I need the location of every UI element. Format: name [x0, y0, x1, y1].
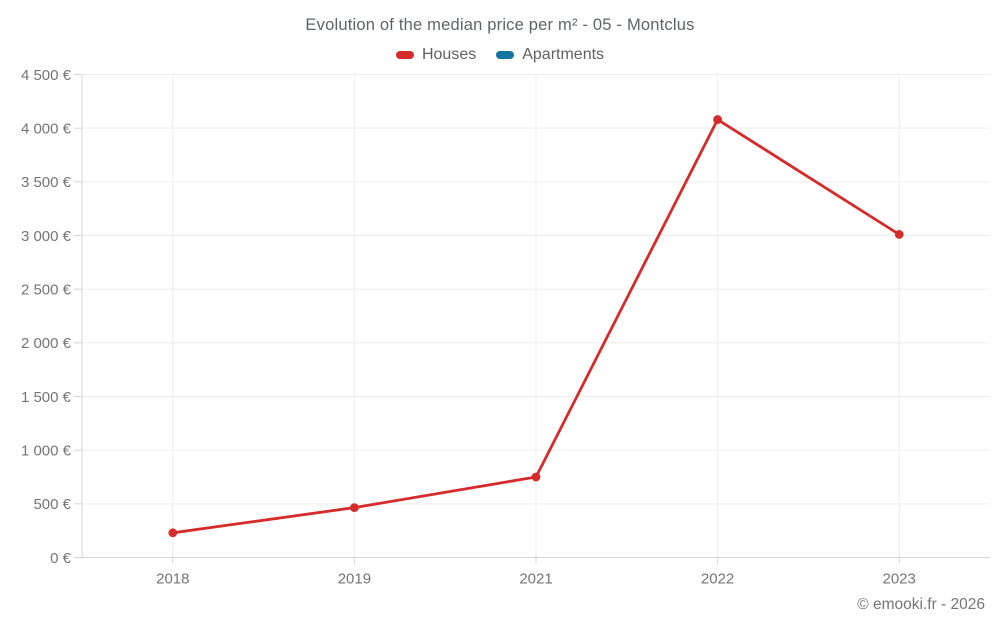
- legend-item-apartments[interactable]: Apartments: [496, 46, 604, 64]
- y-tick-label: 0 €: [50, 550, 72, 567]
- data-point-houses-2019[interactable]: [350, 503, 359, 512]
- data-point-houses-2022[interactable]: [713, 115, 722, 124]
- data-point-houses-2018[interactable]: [168, 528, 178, 538]
- data-point-houses-2023[interactable]: [894, 230, 904, 239]
- y-tick-label: 4 500 €: [21, 67, 72, 84]
- y-tick-label: 2 000 €: [21, 335, 72, 352]
- y-tick-label: 3 000 €: [21, 228, 72, 245]
- apartments-series-swatch-icon: [496, 51, 515, 59]
- legend-label-apartments: Apartments: [522, 46, 605, 63]
- data-point-houses-2021[interactable]: [531, 472, 541, 482]
- copyright-credit: © emooki.fr - 2026: [857, 596, 985, 613]
- y-tick-label: 1 000 €: [21, 442, 72, 459]
- x-tick-label: 2021: [519, 571, 552, 588]
- y-tick-label: 500 €: [33, 496, 71, 513]
- x-tick-label: 2022: [701, 571, 734, 588]
- legend-label-houses: Houses: [421, 46, 477, 63]
- y-tick-label: 1 500 €: [21, 389, 72, 406]
- legend: Houses Apartments: [0, 46, 1000, 64]
- houses-series-swatch-icon: [395, 51, 414, 59]
- chart-title: Evolution of the median price per m² - 0…: [305, 16, 695, 34]
- y-tick-label: 2 500 €: [21, 281, 72, 298]
- x-tick-label: 2023: [883, 571, 916, 588]
- y-tick-label: 3 500 €: [21, 174, 72, 191]
- x-tick-label: 2018: [156, 571, 189, 588]
- y-tick-label: 4 000 €: [21, 120, 72, 137]
- x-tick-label: 2019: [338, 571, 371, 588]
- legend-item-houses[interactable]: Houses: [395, 46, 477, 64]
